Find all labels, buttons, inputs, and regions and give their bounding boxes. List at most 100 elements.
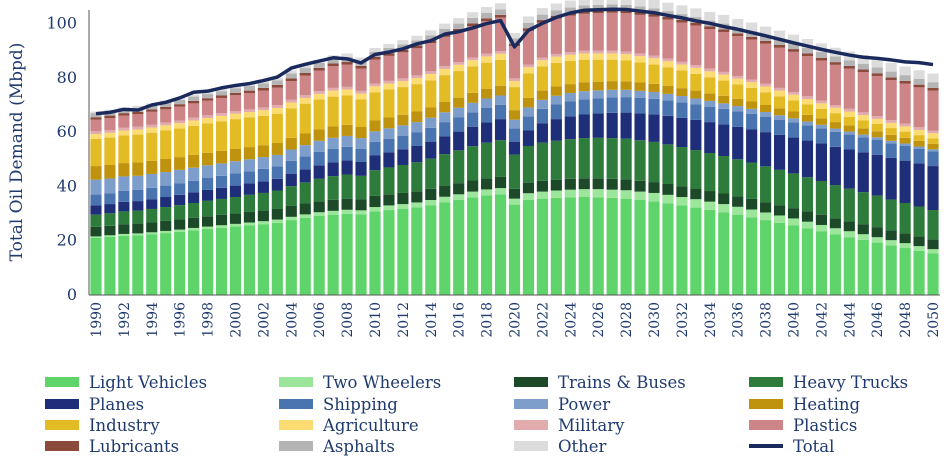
bar-segment-other: [857, 55, 869, 64]
bar-segment-agriculture: [313, 93, 325, 100]
bar-segment-trains-buses: [481, 178, 493, 190]
bar-segment-shipping: [174, 183, 186, 195]
bar-segment-lubricants: [704, 26, 716, 29]
bar-segment-planes: [773, 134, 786, 170]
bar-segment-heating: [146, 160, 158, 174]
bar-stack-2016: [453, 18, 465, 295]
bar-segment-asphalts: [160, 102, 172, 107]
bar-segment-agriculture: [425, 74, 437, 81]
bar-segment-power: [522, 107, 535, 117]
bar-segment-power: [341, 135, 353, 147]
bar-segment-heating: [913, 140, 925, 147]
bar-segment-planes: [634, 113, 646, 141]
bar-segment-power: [578, 91, 590, 100]
bar-segment-military: [411, 75, 423, 79]
bar-segment-two-wheelers: [355, 210, 367, 215]
bar-stack-2015: [439, 23, 451, 295]
bar-segment-agriculture: [704, 71, 716, 78]
bar-segment-two-wheelers: [467, 191, 479, 198]
bar-stack-2047: [885, 62, 897, 295]
bar-segment-heating: [885, 134, 897, 141]
bar-segment-shipping: [104, 193, 116, 205]
bar-segment-military: [327, 87, 339, 91]
bar-segment-industry: [174, 128, 186, 158]
bar-segment-plastics: [257, 90, 269, 108]
bar-segment-planes: [508, 141, 521, 155]
bar-segment-industry: [787, 100, 800, 112]
bar-segment-plastics: [690, 25, 702, 66]
bar-segment-power: [843, 131, 855, 135]
bar-segment-asphalts: [202, 93, 214, 99]
bar-segment-asphalts: [871, 67, 883, 74]
bar-segment-light-vehicles: [634, 200, 646, 295]
bar-segment-power: [327, 137, 339, 149]
bar-stack-2030: [648, 0, 660, 295]
bar-segment-plastics: [536, 22, 548, 58]
bar-segment-shipping: [160, 185, 172, 198]
bar-segment-shipping: [439, 122, 451, 137]
bar-segment-light-vehicles: [397, 208, 409, 295]
bar-segment-other: [425, 30, 437, 36]
bar-segment-asphalts: [927, 82, 939, 88]
bar-segment-light-vehicles: [132, 235, 144, 295]
bar-segment-plastics: [913, 87, 925, 128]
bar-segment-planes: [801, 140, 814, 178]
bar-segment-two-wheelers: [606, 189, 618, 198]
bar-segment-military: [508, 78, 521, 82]
bar-segment-agriculture: [243, 112, 256, 118]
bar-segment-light-vehicles: [704, 209, 716, 295]
bar-segment-power: [160, 172, 172, 186]
bar-segment-trains-buses: [662, 183, 674, 195]
bar-segment-industry: [243, 117, 256, 148]
legend-item-two-wheelers: Two Wheelers: [279, 373, 441, 392]
bar-segment-light-vehicles: [899, 248, 911, 295]
bar-segment-heavy-trucks: [704, 153, 716, 192]
bar-segment-trains-buses: [160, 220, 172, 231]
bar-segment-military: [746, 79, 758, 83]
bar-segment-heating: [271, 143, 283, 155]
bar-segment-light-vehicles: [118, 235, 130, 295]
bar-segment-asphalts: [829, 56, 841, 63]
bar-segment-plastics: [494, 17, 507, 51]
bar-segment-asphalts: [857, 63, 869, 70]
bar-segment-agriculture: [718, 74, 730, 81]
bar-stack-2008: [341, 53, 353, 295]
bar-segment-industry: [439, 75, 451, 103]
bar-segment-planes: [104, 204, 116, 214]
bar-segment-heating: [857, 128, 869, 135]
bar-segment-asphalts: [146, 105, 158, 110]
bar-segment-military: [662, 58, 674, 62]
bar-segment-other: [592, 0, 604, 5]
bar-segment-other: [564, 0, 576, 8]
bar-segment-plastics: [411, 48, 423, 76]
bar-segment-asphalts: [90, 113, 102, 118]
bar-segment-lubricants: [815, 57, 827, 61]
bar-segment-heavy-trucks: [606, 138, 618, 179]
bar-segment-agriculture: [285, 102, 297, 109]
bar-segment-plastics: [592, 13, 604, 51]
bar-segment-two-wheelers: [634, 191, 646, 200]
bar-segment-industry: [453, 71, 465, 98]
bar-segment-heating: [592, 81, 604, 91]
bar-segment-industry: [843, 116, 855, 126]
bar-segment-heating: [760, 105, 772, 113]
bar-segment-shipping: [899, 145, 911, 161]
x-tick-label: 2016: [452, 302, 468, 338]
bar-segment-industry: [327, 96, 339, 127]
bar-segment-light-vehicles: [913, 250, 925, 295]
bar-segment-planes: [146, 199, 158, 209]
bar-segment-military: [229, 110, 242, 114]
bar-segment-asphalts: [188, 96, 200, 101]
total-line: [95, 7, 934, 116]
bar-segment-two-wheelers: [299, 214, 311, 218]
bar-segment-shipping: [146, 187, 158, 200]
bar-segment-asphalts: [760, 35, 772, 41]
bar-segment-trains-buses: [592, 178, 604, 190]
bar-stack-1995: [160, 100, 172, 295]
bar-segment-industry: [592, 59, 604, 82]
bar-segment-heavy-trucks: [787, 173, 800, 209]
bar-segment-plastics: [508, 46, 521, 79]
bar-stack-2021: [522, 16, 535, 295]
bar-segment-light-vehicles: [606, 197, 618, 295]
bar-segment-trains-buses: [271, 208, 283, 220]
